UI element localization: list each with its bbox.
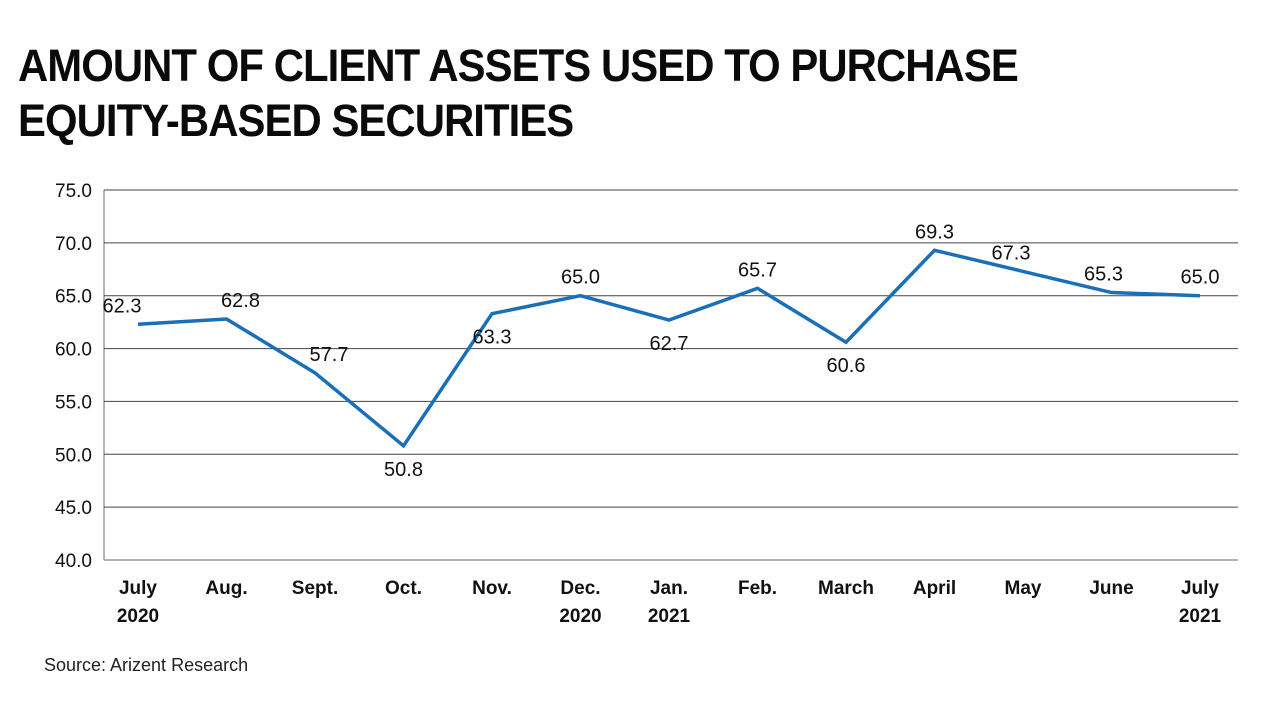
x-tick-label: Oct. — [385, 578, 422, 599]
source-note: Source: Arizent Research — [44, 655, 249, 675]
data-label: 50.8 — [384, 459, 423, 481]
x-tick-label: Dec. 2020 — [559, 578, 601, 627]
y-tick-label: 65.0 — [55, 287, 92, 308]
y-tick-label: 60.0 — [55, 340, 92, 361]
x-tick-label: July 2020 — [117, 578, 159, 627]
x-tick-label: Nov. — [472, 578, 512, 599]
data-label: 62.7 — [650, 333, 689, 355]
y-tick-label: 40.0 — [55, 551, 92, 572]
chart-title: AMOUNT OF CLIENT ASSETS USED TO PURCHASE… — [18, 38, 1019, 148]
series-layer — [137, 248, 1201, 449]
x-tick-label: April — [913, 578, 956, 599]
chart-title-line-2: EQUITY-BASED SECURITIES — [18, 95, 574, 146]
data-label: 69.3 — [915, 221, 954, 243]
x-tick-label: Feb. — [738, 578, 777, 599]
y-tick-label: 45.0 — [55, 498, 92, 519]
data-label: 62.3 — [103, 295, 142, 317]
chart-title-line-1: AMOUNT OF CLIENT ASSETS USED TO PURCHASE — [18, 40, 1019, 91]
x-tick-label: March — [818, 578, 874, 599]
x-tick-label: July 2021 — [1179, 578, 1222, 627]
data-label: 63.3 — [473, 327, 512, 349]
y-tick-label: 50.0 — [55, 445, 92, 466]
data-label: 62.8 — [221, 290, 260, 312]
data-label: 65.3 — [1084, 264, 1123, 286]
y-axis-ticks: 40.0 45.0 50.0 55.0 60.0 65.0 70.0 75.0 — [55, 181, 92, 572]
data-label: 67.3 — [992, 242, 1031, 264]
y-tick-label: 55.0 — [55, 392, 92, 413]
y-tick-label: 75.0 — [55, 181, 92, 202]
data-label: 60.6 — [827, 355, 866, 377]
y-tick-label: 70.0 — [55, 234, 92, 255]
gridlines — [103, 189, 1238, 561]
x-axis-ticks: July 2020 Aug. Sept. Oct. Nov. Dec. 2020 Jan. 202… — [117, 578, 1222, 627]
data-label: 65.7 — [738, 259, 777, 281]
x-tick-label: Aug. — [205, 578, 247, 599]
data-label: 65.0 — [561, 267, 600, 289]
x-tick-label: May — [1005, 578, 1042, 599]
data-label: 57.7 — [310, 344, 349, 366]
data-label: 65.0 — [1181, 267, 1220, 289]
x-tick-label: Sept. — [292, 578, 338, 599]
x-tick-label: June — [1089, 578, 1133, 599]
x-tick-label: Jan. 2021 — [648, 578, 691, 627]
data-labels: 62.3 62.8 57.7 50.8 63.3 65.0 62.7 65.7 60.6 69.3… — [103, 221, 1220, 481]
